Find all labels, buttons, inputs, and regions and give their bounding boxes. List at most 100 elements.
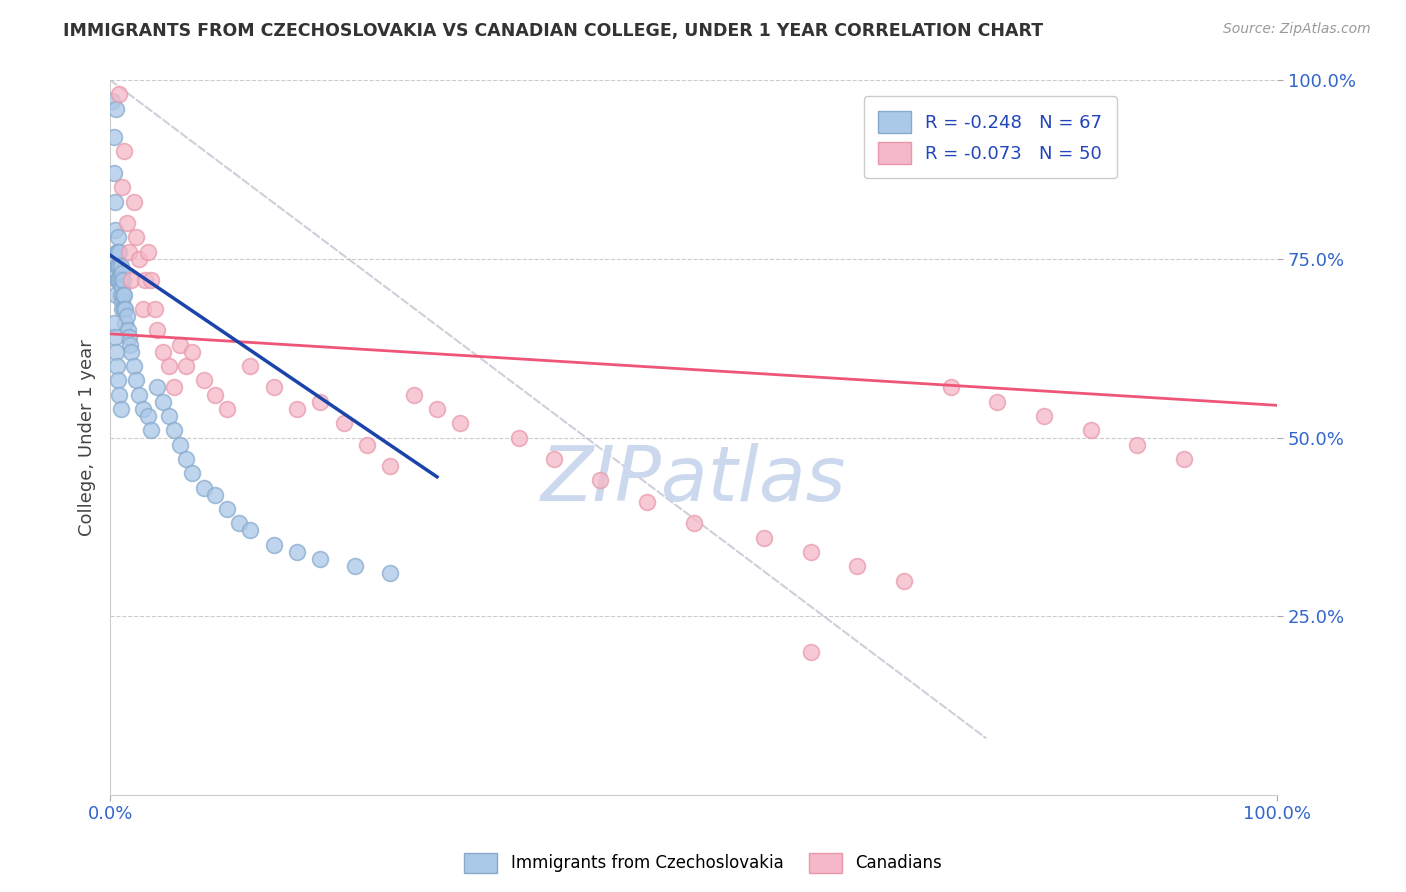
Point (105, 252, 128, 266)
Point (104, 223, 127, 237)
Point (110, 273, 132, 287)
Point (105, 287, 128, 301)
Point (104, 330, 127, 344)
Point (125, 373, 148, 387)
Point (180, 344, 202, 359)
Point (132, 301, 155, 316)
Point (105, 102, 128, 116)
Point (115, 216, 138, 230)
Legend: R = -0.248   N = 67, R = -0.073   N = 50: R = -0.248 N = 67, R = -0.073 N = 50 (863, 96, 1116, 178)
Point (157, 409, 180, 423)
Point (309, 394, 332, 409)
Point (174, 359, 197, 373)
Point (239, 524, 262, 538)
Point (107, 230, 129, 244)
Point (111, 273, 134, 287)
Point (122, 194, 145, 209)
Point (380, 459, 402, 474)
Point (146, 323, 169, 337)
Point (332, 416, 354, 430)
Point (1173, 452, 1195, 467)
Point (122, 359, 145, 373)
Point (174, 452, 197, 467)
Point (193, 373, 215, 387)
Point (426, 401, 449, 416)
Point (112, 301, 135, 316)
Point (105, 259, 128, 273)
Point (893, 574, 915, 588)
Point (169, 438, 191, 452)
Point (112, 287, 135, 301)
Point (108, 244, 131, 259)
Point (215, 502, 238, 516)
Text: Source: ZipAtlas.com: Source: ZipAtlas.com (1223, 22, 1371, 37)
Point (107, 244, 129, 259)
Point (118, 337, 141, 351)
Point (111, 287, 134, 301)
Point (146, 380, 169, 394)
Point (111, 280, 134, 294)
Point (380, 566, 402, 581)
Point (152, 344, 174, 359)
Point (309, 552, 332, 566)
Point (799, 545, 821, 559)
Point (752, 531, 775, 545)
Point (508, 430, 530, 444)
Point (169, 337, 191, 351)
Point (846, 559, 869, 574)
Point (356, 438, 378, 452)
Point (105, 273, 128, 287)
Point (104, 194, 127, 209)
Point (263, 538, 285, 552)
Point (105, 359, 128, 373)
Point (136, 409, 159, 423)
Point (114, 316, 136, 330)
Point (263, 380, 285, 394)
Point (120, 344, 142, 359)
Legend: Immigrants from Czechoslovakia, Canadians: Immigrants from Czechoslovakia, Canadian… (457, 847, 949, 880)
Point (139, 423, 162, 437)
Y-axis label: College, Under 1 year: College, Under 1 year (79, 339, 96, 536)
Point (136, 244, 159, 259)
Point (111, 294, 134, 309)
Point (108, 259, 131, 273)
Point (799, 645, 821, 659)
Point (1126, 438, 1149, 452)
Point (986, 394, 1008, 409)
Point (152, 394, 174, 409)
Text: IMMIGRANTS FROM CZECHOSLOVAKIA VS CANADIAN COLLEGE, UNDER 1 YEAR CORRELATION CHA: IMMIGRANTS FROM CZECHOSLOVAKIA VS CANADI… (63, 22, 1043, 40)
Point (108, 87, 131, 102)
Point (103, 166, 125, 180)
Text: ZIPatlas: ZIPatlas (541, 443, 846, 517)
Point (114, 301, 136, 316)
Point (285, 401, 308, 416)
Point (117, 323, 139, 337)
Point (939, 380, 962, 394)
Point (115, 309, 138, 323)
Point (118, 330, 141, 344)
Point (110, 287, 132, 301)
Point (163, 423, 186, 437)
Point (636, 495, 658, 509)
Point (120, 273, 142, 287)
Point (112, 145, 135, 159)
Point (449, 416, 471, 430)
Point (204, 488, 226, 502)
Point (103, 316, 125, 330)
Point (193, 481, 215, 495)
Point (108, 387, 131, 401)
Point (139, 273, 162, 287)
Point (125, 230, 148, 244)
Point (107, 373, 129, 387)
Point (285, 545, 308, 559)
Point (402, 387, 425, 401)
Point (105, 266, 128, 280)
Point (228, 516, 250, 531)
Point (180, 467, 202, 481)
Point (1080, 423, 1102, 437)
Point (1033, 409, 1056, 423)
Point (110, 259, 132, 273)
Point (101, 95, 124, 109)
Point (344, 559, 367, 574)
Point (682, 516, 704, 531)
